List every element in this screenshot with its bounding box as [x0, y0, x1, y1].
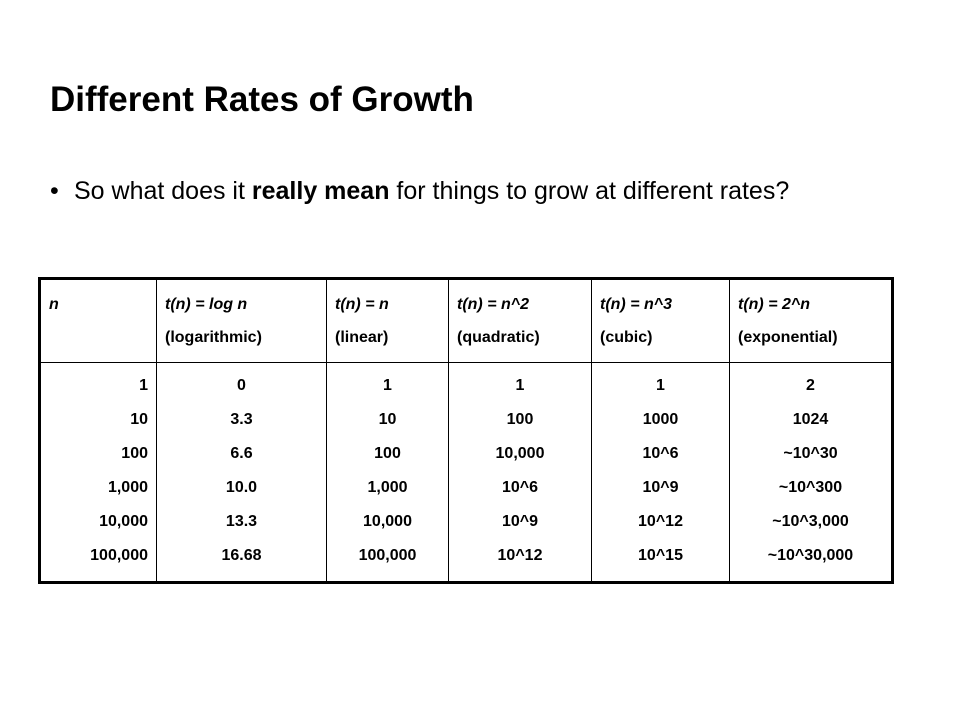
header-linear: t(n) = n (linear) [326, 278, 449, 363]
header-cubic: t(n) = n^3 (cubic) [591, 278, 730, 363]
table-cell-value: 1024 [792, 411, 829, 428]
table-cell-value: 10,000 [363, 513, 412, 530]
table-cell-value: 100 [121, 445, 148, 462]
header-kind: (linear) [335, 329, 389, 346]
bullet-text-end: for things to grow at different rates? [389, 177, 790, 205]
header-kind: (exponential) [738, 329, 838, 346]
n-values-cell: 1 10 100 1,000 10,000 100,000 [39, 362, 157, 583]
table-cell-value: 1 [656, 377, 665, 394]
table-row: 1 10 100 1,000 10,000 100,000 0 3.3 6.6 … [39, 362, 893, 583]
table-cell-value: 10^15 [638, 547, 683, 564]
table-cell-value: 1,000 [107, 479, 148, 496]
table-cell-value: 100 [506, 411, 534, 428]
header-fn: t(n) = n [335, 296, 389, 313]
table-cell-value: 10^6 [501, 479, 539, 496]
table-cell-value: 0 [237, 377, 246, 394]
header-exponential: t(n) = 2^n (exponential) [729, 278, 893, 363]
table-cell-value: 16.68 [221, 547, 262, 564]
header-fn: t(n) = 2^n [738, 296, 811, 313]
header-n: n [39, 278, 157, 363]
table-header-row: n t(n) = log n (logarithmic) t(n) = n (l… [39, 278, 893, 363]
table-cell-value: 10,000 [99, 513, 148, 530]
table-cell-value: ~10^30 [783, 445, 838, 462]
table-cell-value: 13.3 [225, 513, 258, 530]
bullet-text-start: So what does it [74, 177, 252, 205]
header-logarithmic: t(n) = log n (logarithmic) [156, 278, 327, 363]
header-fn: t(n) = log n [165, 296, 248, 313]
table-cell-value: 10 [130, 411, 148, 428]
table-cell-value: 1 [383, 377, 392, 394]
slide-title: Different Rates of Growth [50, 80, 474, 119]
header-kind: (quadratic) [457, 329, 540, 346]
bullet-point: • So what does it really mean for things … [50, 172, 910, 210]
table-cell-value: 1,000 [367, 479, 408, 496]
table-cell-value: 10 [378, 411, 397, 428]
growth-rates-table: n t(n) = log n (logarithmic) t(n) = n (l… [38, 277, 894, 584]
table-cell-value: 10^12 [497, 547, 543, 564]
table-cell-value: 6.6 [230, 445, 253, 462]
table-cell-value: 10^6 [642, 445, 679, 462]
table-cell-value: 100,000 [358, 547, 417, 564]
table-cell-value: 1000 [642, 411, 679, 428]
header-kind: (logarithmic) [165, 329, 262, 346]
table-cell-value: 100 [374, 445, 401, 462]
exponential-values-cell: 2 1024 ~10^30 ~10^300 ~10^3,000 ~10^30,0… [729, 362, 893, 583]
linear-values-cell: 1 10 100 1,000 10,000 100,000 [326, 362, 449, 583]
quadratic-values-cell: 1 100 10,000 10^6 10^9 10^12 [448, 362, 592, 583]
table-cell-value: 2 [806, 377, 815, 394]
table-cell-value: ~10^3,000 [772, 513, 849, 530]
log-values-cell: 0 3.3 6.6 10.0 13.3 16.68 [156, 362, 327, 583]
table-cell-value: ~10^30,000 [767, 547, 854, 564]
table-cell-value: 3.3 [230, 411, 253, 428]
cubic-values-cell: 1 1000 10^6 10^9 10^12 10^15 [591, 362, 730, 583]
header-fn: t(n) = n^3 [600, 296, 673, 313]
table-cell-value: 10^9 [642, 479, 679, 496]
table-cell-value: 10.0 [225, 479, 258, 496]
table-cell-value: 100,000 [90, 547, 148, 564]
table-cell-value: 10^12 [638, 513, 683, 530]
table-cell-value: 10,000 [495, 445, 545, 462]
header-n-label: n [49, 296, 59, 313]
bullet-text-emphasis: really mean [251, 177, 390, 205]
table-cell-value: 10^9 [501, 513, 539, 530]
table-cell-value: ~10^300 [778, 479, 843, 496]
header-kind: (cubic) [600, 329, 653, 346]
header-quadratic: t(n) = n^2 (quadratic) [448, 278, 592, 363]
table-cell-value: 1 [139, 377, 148, 394]
header-fn: t(n) = n^2 [457, 296, 530, 313]
bullet-marker: • [50, 177, 59, 205]
table-cell-value: 1 [515, 377, 525, 394]
